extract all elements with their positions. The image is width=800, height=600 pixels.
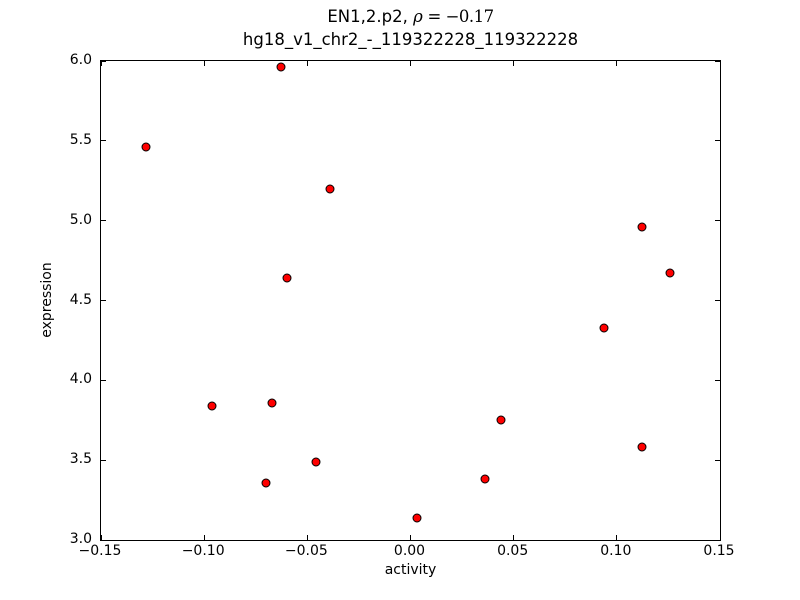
data-point (311, 457, 321, 467)
x-tick-label: −0.05 (284, 543, 328, 559)
y-tick-mark (101, 60, 106, 62)
x-tick-mark-top (306, 61, 308, 66)
x-tick-mark-top (203, 61, 205, 66)
data-point (599, 323, 609, 333)
x-tick-mark-top (513, 61, 515, 66)
y-tick-label: 6.0 (69, 52, 92, 68)
y-tick-mark (101, 539, 106, 541)
title-rho-symbol: ρ (413, 7, 423, 26)
plot-area (100, 60, 721, 541)
x-tick-mark-top (616, 61, 618, 66)
x-tick-label: 0.00 (393, 543, 426, 559)
y-tick-mark (101, 220, 106, 222)
x-tick-label: 0.15 (703, 543, 735, 559)
data-point (637, 222, 647, 232)
x-tick-label: −0.15 (78, 543, 122, 559)
data-point (276, 62, 285, 72)
y-tick-mark-right (715, 220, 720, 222)
y-tick-mark (101, 379, 106, 381)
data-point (496, 415, 506, 425)
data-point (267, 398, 277, 408)
x-tick-mark (100, 535, 102, 540)
y-tick-mark-right (715, 539, 720, 541)
x-tick-mark (306, 535, 308, 540)
data-point (412, 513, 422, 523)
y-tick-mark (101, 300, 106, 301)
y-tick-label: 5.0 (69, 211, 92, 228)
y-tick-mark-right (715, 379, 720, 381)
x-tick-label: 0.05 (497, 543, 529, 559)
x-axis-label: activity (384, 562, 437, 578)
y-tick-mark-right (715, 459, 720, 461)
x-tick-mark (719, 535, 721, 540)
chart-title-line2: hg18_v1_chr2_-_119322228_119322228 (242, 30, 579, 49)
title-text: EN1,2.p2, (327, 7, 414, 26)
data-point (141, 142, 151, 152)
data-point (282, 273, 292, 283)
x-tick-mark (513, 535, 515, 540)
data-point (665, 268, 675, 278)
data-point (207, 401, 217, 411)
data-point (637, 442, 647, 452)
data-point (480, 474, 490, 484)
x-tick-mark (203, 535, 205, 540)
chart-title-line1: EN1,2.p2, ρ = −0.17 (100, 5, 721, 28)
y-tick-mark (101, 140, 106, 142)
x-tick-label: 0.10 (600, 543, 632, 559)
x-tick-mark (616, 535, 618, 540)
y-tick-mark-right (715, 60, 720, 62)
x-tick-mark-top (719, 61, 721, 66)
title-rho-value: = −0.17 (422, 7, 495, 26)
y-tick-label: 5.5 (69, 131, 92, 148)
data-point (325, 184, 335, 194)
y-tick-label: 4.5 (69, 291, 92, 308)
x-tick-mark-top (100, 61, 102, 66)
y-tick-label: 3.5 (69, 451, 92, 468)
x-tick-mark-top (410, 61, 411, 66)
y-tick-mark-right (715, 300, 720, 301)
x-tick-mark (410, 535, 411, 540)
chart-title: EN1,2.p2, ρ = −0.17 hg18_v1_chr2_-_11932… (100, 5, 721, 51)
data-point (261, 478, 271, 488)
y-tick-label: 3.0 (69, 531, 92, 547)
y-tick-mark (101, 459, 106, 461)
x-tick-label: −0.10 (181, 543, 225, 559)
y-tick-mark-right (715, 140, 720, 142)
y-tick-label: 4.0 (69, 371, 92, 388)
